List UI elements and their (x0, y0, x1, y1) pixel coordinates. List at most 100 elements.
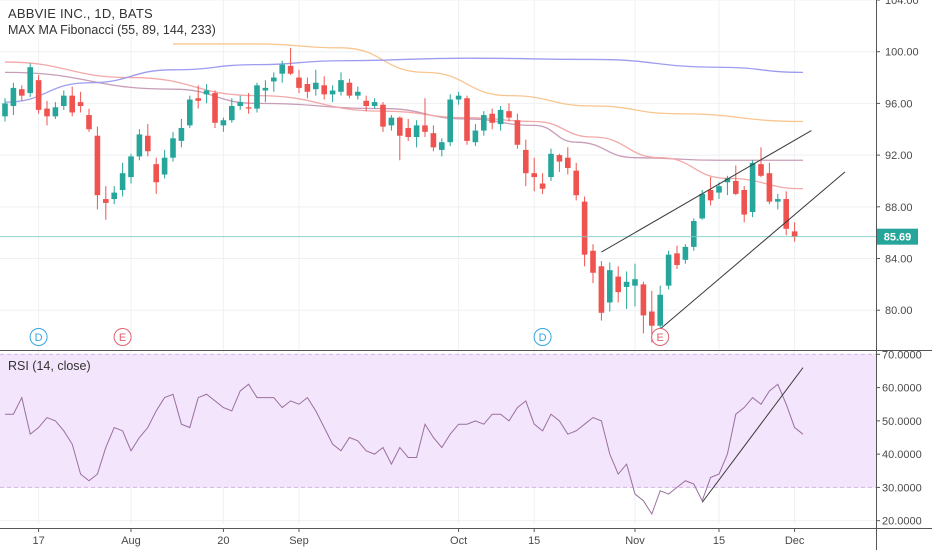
candle-body (27, 67, 33, 94)
candle-body (355, 91, 361, 96)
candle-body (464, 98, 470, 141)
candle-body (581, 201, 588, 255)
candle-body (640, 284, 647, 316)
wedge-trendline (601, 130, 812, 253)
time-tick-label: 17 (32, 535, 44, 547)
candle-body (136, 134, 143, 157)
price-tick-label: 96.00 (885, 98, 913, 110)
candle-body (52, 107, 59, 117)
rsi-tick-label: 50.0000 (882, 416, 922, 428)
candle-body (195, 98, 201, 101)
candle-body (10, 87, 17, 106)
candle-body (531, 173, 537, 178)
candle-body (296, 77, 302, 88)
trendlines (601, 130, 846, 337)
candle-body (212, 93, 218, 123)
moving-averages (4, 43, 804, 190)
time-tick-label: Sep (289, 535, 309, 547)
rsi-legend: RSI (14, close) (8, 359, 91, 373)
time-tick-label: Oct (450, 535, 467, 547)
candle-body (153, 164, 159, 183)
ma-55-line (4, 71, 803, 161)
candle-body (455, 95, 462, 100)
candle-body (220, 120, 227, 126)
candle-body (187, 99, 193, 126)
rsi-tick-label: 40.0000 (882, 449, 922, 461)
candle-body (388, 117, 395, 126)
time-tick-label: 15 (528, 535, 540, 547)
price-tick-label: 100.00 (885, 47, 919, 59)
candle-body (565, 157, 571, 169)
candle-body (161, 157, 168, 175)
time-tick-label: Nov (625, 535, 645, 547)
candle-body (665, 254, 672, 286)
candle-body (69, 95, 75, 113)
price-axis-bg (876, 0, 932, 550)
candle-body (783, 199, 789, 229)
earnings-marker-label: E (657, 332, 664, 344)
wedge-trendline (651, 171, 846, 337)
candle-body (539, 183, 546, 189)
candle-body (371, 102, 378, 106)
price-tick-label: 80.00 (885, 305, 913, 317)
candle-body (472, 130, 479, 143)
rsi-band-fill (0, 354, 876, 488)
candle-body (489, 113, 495, 123)
rsi-plot (5, 367, 804, 516)
candle-body (229, 105, 235, 121)
earnings-marker-label: E (119, 332, 126, 344)
candle-body (405, 127, 411, 138)
candle-body (497, 109, 504, 125)
ma-89-line (4, 61, 804, 190)
candle-body (329, 90, 336, 95)
candle-body (363, 100, 369, 106)
candle-body (128, 156, 134, 178)
candle-body (397, 117, 403, 136)
candle-body (203, 90, 210, 95)
candle-body (237, 102, 243, 106)
candles (0, 47, 876, 343)
candle-body (707, 190, 714, 201)
candle-body (19, 89, 25, 96)
rsi-trendline (701, 367, 804, 503)
last-price-tag (877, 228, 918, 245)
symbol-legend: ABBVIE INC., 1D, BATS (8, 6, 153, 21)
candle-body (86, 115, 92, 130)
candle-body (741, 190, 747, 215)
candle-body (170, 138, 176, 158)
rsi-line (5, 383, 804, 516)
candle-body (523, 149, 529, 174)
candle-body (649, 311, 655, 326)
candle-body (615, 276, 621, 293)
candle-body (262, 87, 269, 91)
candle-body (682, 246, 689, 260)
ma-233-line (4, 57, 804, 103)
last-price-tag-label: 85.69 (884, 232, 912, 244)
candle-body (590, 250, 596, 273)
candle-body (775, 199, 781, 202)
time-tick-label: Aug (121, 535, 141, 547)
candle-body (245, 107, 252, 109)
candle-body (321, 85, 327, 95)
rsi-band (0, 353, 876, 488)
candle-body (119, 173, 126, 191)
candle-body (439, 142, 445, 150)
candle-body (380, 104, 386, 127)
candle-body (304, 84, 311, 92)
candle-body (716, 186, 722, 193)
candle-body (313, 82, 319, 90)
candle-body (514, 120, 521, 145)
dividend-marker (29, 328, 48, 346)
candle-body (733, 180, 739, 194)
candle-body (111, 192, 117, 200)
candle-body (94, 135, 101, 196)
price-tick-label: 84.00 (885, 254, 913, 266)
price-tick-label: 92.00 (885, 150, 913, 162)
candle-body (103, 199, 109, 203)
candle-body (791, 231, 798, 237)
candle-body (44, 108, 50, 117)
candle-body (447, 99, 453, 143)
candle-body (271, 77, 277, 82)
candle-body (2, 103, 8, 117)
